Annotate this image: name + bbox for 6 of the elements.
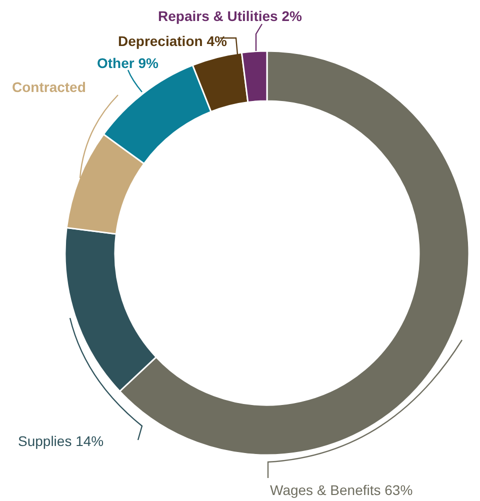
slice-label: Other 9% (97, 55, 160, 71)
slice-label: Wages & Benefits 63% (270, 482, 413, 498)
slice-label: Contracted (12, 79, 86, 95)
slice-label: Supplies 14% (18, 433, 104, 449)
slice-label: Repairs & Utilities 2% (158, 8, 302, 24)
slice-label: Depreciation 4% (118, 33, 228, 49)
